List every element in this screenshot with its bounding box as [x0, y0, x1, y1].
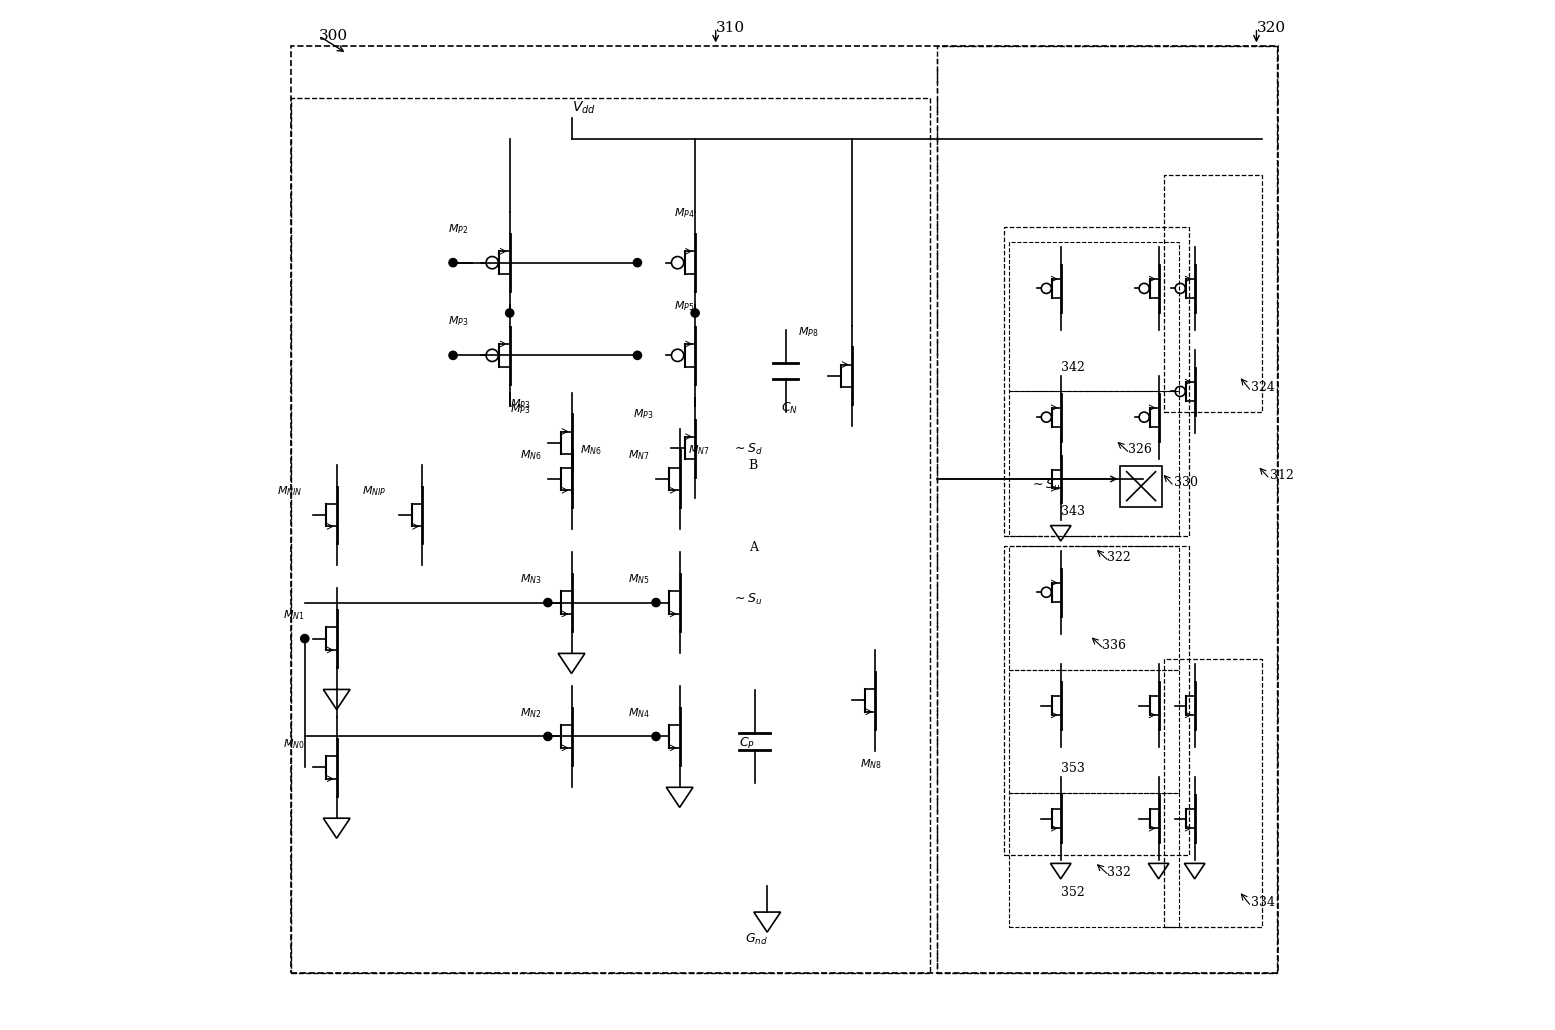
Bar: [1009, 793, 1179, 927]
Circle shape: [633, 351, 642, 359]
Text: $M_{P5}$: $M_{P5}$: [675, 299, 695, 313]
Bar: [1009, 670, 1179, 793]
Text: $M_{N0}$: $M_{N0}$: [283, 736, 305, 751]
Text: $\sim S_d$: $\sim S_d$: [732, 442, 764, 457]
Bar: [1163, 659, 1261, 927]
Text: $C_N$: $C_N$: [781, 401, 798, 416]
Circle shape: [505, 309, 513, 317]
Text: $M_{NIP}$: $M_{NIP}$: [362, 484, 387, 499]
Text: 336: 336: [1102, 639, 1126, 652]
Circle shape: [690, 309, 700, 317]
Text: $M_{N6}$: $M_{N6}$: [580, 443, 602, 457]
Text: 324: 324: [1252, 381, 1275, 394]
Text: $M_{P3}$: $M_{P3}$: [448, 314, 468, 329]
Text: $M_{P4}$: $M_{P4}$: [675, 206, 695, 220]
Text: $M_{N6}$: $M_{N6}$: [519, 448, 541, 462]
Text: A: A: [748, 541, 757, 554]
Text: $\sim S_u$: $\sim S_u$: [1029, 478, 1061, 493]
Text: $G_{nd}$: $G_{nd}$: [745, 931, 767, 947]
Text: $M_{N7}$: $M_{N7}$: [687, 443, 709, 457]
Bar: [291, 98, 930, 973]
Bar: [1005, 546, 1190, 855]
Circle shape: [544, 732, 552, 741]
Circle shape: [652, 732, 661, 741]
Text: $C_P$: $C_P$: [739, 735, 756, 751]
Text: $M_{P3}$: $M_{P3}$: [633, 407, 653, 421]
Circle shape: [449, 351, 457, 359]
Bar: [1009, 391, 1179, 536]
Text: 334: 334: [1252, 896, 1275, 909]
Text: $M_{N1}$: $M_{N1}$: [283, 608, 305, 622]
Text: $M_{N8}$: $M_{N8}$: [860, 757, 882, 771]
Text: 326: 326: [1127, 443, 1152, 456]
Bar: [1009, 242, 1179, 391]
Text: $M_{N3}$: $M_{N3}$: [519, 572, 541, 586]
Circle shape: [652, 598, 661, 607]
Text: 330: 330: [1174, 476, 1197, 489]
Text: $M_{P8}$: $M_{P8}$: [798, 324, 819, 339]
Circle shape: [544, 598, 552, 607]
Text: 322: 322: [1107, 551, 1130, 564]
Circle shape: [449, 259, 457, 267]
Text: $M_{N5}$: $M_{N5}$: [628, 572, 650, 586]
Text: 312: 312: [1270, 469, 1294, 482]
Text: 300: 300: [319, 29, 348, 43]
Text: $M_{P3}$: $M_{P3}$: [510, 402, 530, 416]
Text: $M_{N7}$: $M_{N7}$: [628, 448, 650, 462]
Bar: [1121, 466, 1162, 507]
Text: $M_{N4}$: $M_{N4}$: [628, 706, 650, 720]
Text: B: B: [748, 458, 757, 472]
Text: $M_{N2}$: $M_{N2}$: [519, 706, 541, 720]
Text: $V_{dd}$: $V_{dd}$: [572, 100, 596, 116]
Bar: [1163, 175, 1261, 412]
Text: $M_{NIN}$: $M_{NIN}$: [277, 484, 302, 499]
Circle shape: [300, 634, 309, 643]
Text: $\sim S_u$: $\sim S_u$: [732, 591, 762, 607]
Text: $M_{P3}$: $M_{P3}$: [510, 397, 530, 411]
Text: 332: 332: [1107, 865, 1130, 879]
Text: 342: 342: [1061, 360, 1085, 374]
Text: 320: 320: [1256, 21, 1286, 35]
Text: 353: 353: [1061, 762, 1085, 776]
Circle shape: [633, 259, 642, 267]
Text: 310: 310: [715, 21, 745, 35]
Bar: [1009, 546, 1179, 670]
Text: 352: 352: [1061, 886, 1084, 899]
Bar: [938, 46, 1277, 973]
Text: 343: 343: [1061, 505, 1085, 518]
Text: $M_{P2}$: $M_{P2}$: [448, 221, 468, 236]
Bar: [1005, 227, 1190, 536]
